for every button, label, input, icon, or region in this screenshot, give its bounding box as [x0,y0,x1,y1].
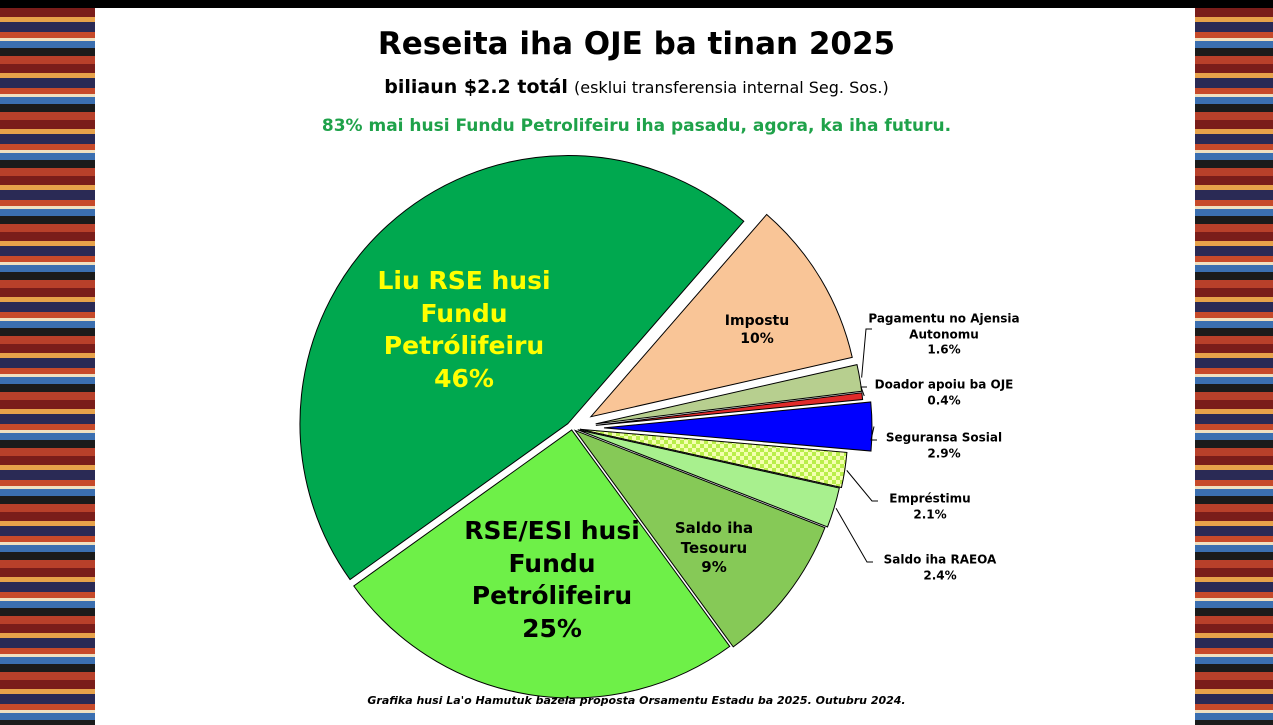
slice-value: 2.4% [923,568,957,582]
slice-label: Saldo iha RAEOA 2.4% [865,552,1015,583]
pie-slice [595,363,863,425]
slice-value: 0.4% [927,393,961,407]
chart-title: Reseita iha OJE ba tinan 2025 [377,26,896,62]
leader-line [861,328,872,378]
slice-name: Pagamentu no Ajensia Autonomu [868,311,1020,342]
slice-name: Liu RSE husi Fundu Petrólifeiru [377,266,551,360]
slice-label: Pagamentu no Ajensia Autonomu 1.6% [864,312,1024,359]
slice-label: Empréstimu 2.1% [870,491,990,522]
leader-line [835,508,873,563]
pie-slice [353,429,731,699]
textile-left [0,8,95,725]
slice-label: Doador apoiu ba OJE 0.4% [859,377,1029,408]
leader-line [846,470,878,502]
slice-name: Empréstimu [889,491,971,506]
pie-slice [577,429,840,528]
highlight: 83% mai husi Fundu Petrolifeiru iha pasa… [321,116,952,136]
slice-value: 1.6% [927,342,961,357]
pie-slice [603,401,873,452]
slice-value: 2.9% [927,446,961,460]
slice-label: Liu RSE husi Fundu Petrólifeiru 46% [374,265,554,395]
slice-name: Saldo iha Tesouru [674,518,754,557]
slice-value: 25% [522,613,582,643]
slice-label: RSE/ESI husi Fundu Petrólifeiru 25% [462,515,642,645]
slice-name: Doador apoiu ba OJE [874,377,1014,392]
slice-value: 2.1% [913,507,947,521]
pie-slice [589,213,853,418]
slice-name: Seguransa Sosial [885,430,1003,445]
pie-slice [299,155,745,581]
subtitle-note: (esklui transferensia internal Seg. Sos.… [574,78,889,97]
slice-name: RSE/ESI husi Fundu Petrólifeiru [464,516,640,610]
footnote: Grafika husi La'o Hamutuk bazeia propost… [367,694,906,707]
leader-line [860,386,867,397]
subtitle: biliaun $2.2 totál (esklui transferensia… [0,76,1273,98]
leader-line [870,426,877,441]
subtitle-bold: biliaun $2.2 totál [384,76,568,98]
slice-name: Impostu [724,312,790,329]
slice-name: Saldo iha RAEOA [883,552,997,567]
slice-label: Seguransa Sosial 2.9% [869,430,1019,461]
pie-slice [595,392,864,426]
slice-label: Impostu 10% [697,312,817,348]
pie-slice [573,429,826,648]
textile-right [1195,8,1273,725]
slice-value: 9% [701,557,727,576]
slice-label: Saldo iha Tesouru 9% [669,519,759,578]
slice-value: 10% [740,331,774,347]
slice-value: 46% [434,363,494,393]
pie-slice [579,428,848,489]
